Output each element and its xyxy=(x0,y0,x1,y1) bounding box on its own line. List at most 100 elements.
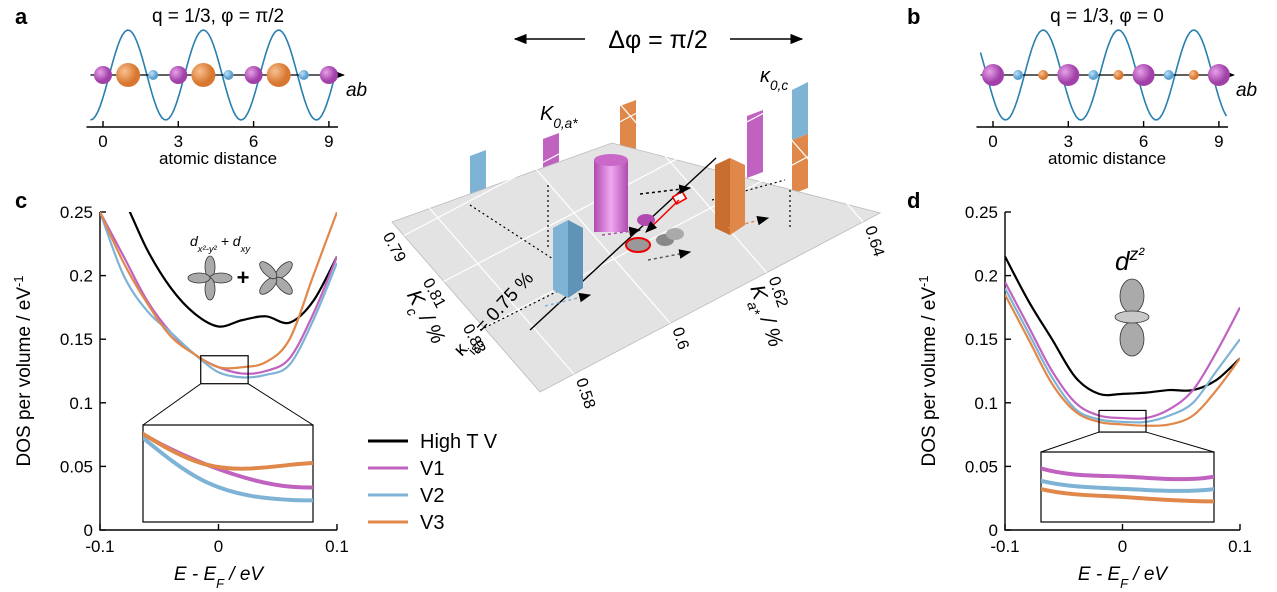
ka-tick-label: 0.64 xyxy=(861,224,887,259)
grid-line xyxy=(403,56,745,237)
axis-name: ab xyxy=(1236,80,1257,101)
arrow xyxy=(645,199,680,233)
projection-bar xyxy=(620,100,636,158)
arrow xyxy=(727,215,770,229)
series-line xyxy=(1041,478,1214,493)
atom xyxy=(169,66,188,84)
x-axis-label: E - EF / eV xyxy=(1078,564,1170,591)
atom xyxy=(266,63,291,87)
atom xyxy=(1057,64,1080,86)
y-tick-label: 0.05 xyxy=(965,457,998,476)
x-axis-label: E - EF / eV xyxy=(174,564,266,591)
series-line xyxy=(100,212,337,370)
marker xyxy=(666,228,684,240)
atom xyxy=(319,66,338,84)
atom xyxy=(244,66,263,84)
grid-line xyxy=(425,203,575,375)
y-tick-label: 0.1 xyxy=(974,394,998,413)
arrow xyxy=(544,292,592,307)
axis-name: ab xyxy=(346,80,367,101)
x-tick-label: 3 xyxy=(1064,132,1073,151)
atom xyxy=(94,66,112,84)
x-axis-label-part: F xyxy=(1120,576,1129,591)
panel-label: b xyxy=(907,4,920,29)
y-axis-label-part: DOS per volume / eV xyxy=(919,287,940,467)
ka-axis-label-part: a* xyxy=(743,300,763,318)
y-axis-label-part: DOS per volume / eV xyxy=(14,287,35,467)
marker xyxy=(637,214,655,226)
x-tick-label: -0.1 xyxy=(990,537,1019,556)
x-axis-label: atomic distance xyxy=(159,149,277,168)
orbital-label-part: d xyxy=(1115,246,1131,276)
k0a-label-part: 0,a* xyxy=(553,116,578,131)
series-line xyxy=(143,435,313,503)
x-tick-label: 6 xyxy=(1139,132,1148,151)
panel-title: q = 1/3, φ = π/2 xyxy=(152,6,284,27)
atom xyxy=(982,64,1004,86)
center-title: Δφ = π/2 xyxy=(608,26,708,54)
ka-tick-label: 0.58 xyxy=(572,376,598,411)
y-axis-label-part: -1 xyxy=(916,275,931,286)
y-axis-label: DOS per volume / eV-1 xyxy=(11,275,36,466)
k0a-label: K0,a* xyxy=(540,103,578,131)
k0c-label-part: 0,c xyxy=(770,78,788,93)
arrow xyxy=(639,184,692,195)
ka-tick-label: 0.6 xyxy=(669,325,692,352)
grid-line xyxy=(618,102,768,274)
cylinder xyxy=(594,160,628,232)
zoom-box xyxy=(1098,409,1147,433)
grid-line xyxy=(483,147,825,328)
zoom-connector xyxy=(142,383,202,426)
y-tick-label: 0.15 xyxy=(965,330,998,349)
wave xyxy=(90,29,338,121)
prism-face xyxy=(715,158,730,235)
zoom-connector xyxy=(247,383,314,426)
y-tick-label: 0.1 xyxy=(69,394,93,413)
orbital-plus: + xyxy=(237,265,250,290)
y-tick-label: 0.25 xyxy=(965,203,998,222)
y-tick-label: 0 xyxy=(84,521,93,540)
atom xyxy=(191,63,216,87)
orbital-label: dx²-y² + dxy xyxy=(190,233,251,255)
y-tick-label: 0.25 xyxy=(60,203,93,222)
x-axis-label-part: E - E xyxy=(1078,564,1121,585)
series-line xyxy=(1005,256,1240,397)
projection-bar xyxy=(792,134,808,194)
atom xyxy=(1207,64,1230,86)
x-tick-label: -0.1 xyxy=(85,537,114,556)
orbital-lobe xyxy=(1119,321,1145,357)
x-tick-label: 0 xyxy=(1118,537,1127,556)
marker xyxy=(625,237,651,253)
legend-label: V1 xyxy=(420,458,444,480)
x-axis-label-part: / eV xyxy=(1128,564,1169,585)
zoom-box xyxy=(200,355,249,385)
x-tick-label: 0.1 xyxy=(325,537,349,556)
atom xyxy=(223,70,234,80)
grid-line xyxy=(714,51,864,223)
panel-title: q = 1/3, φ = 0 xyxy=(1050,6,1164,27)
k0c-label-part: κ xyxy=(760,65,771,87)
x-tick-label: 0 xyxy=(98,132,107,151)
arrow xyxy=(601,226,642,237)
x-tick-label: 0.1 xyxy=(1228,537,1252,556)
y-tick-label: 0.05 xyxy=(60,457,93,476)
x-tick-label: 0 xyxy=(988,132,997,151)
y-tick-label: 0.15 xyxy=(60,330,93,349)
orbital-label-part: x²-y² xyxy=(197,244,218,255)
zoom-connector xyxy=(1145,431,1215,453)
atom xyxy=(1013,70,1024,80)
x-axis-label-part: F xyxy=(216,576,225,591)
legend-label: High T V xyxy=(420,431,498,453)
atom xyxy=(1113,70,1124,80)
plane xyxy=(391,142,882,393)
panel-label: c xyxy=(15,188,27,213)
orbital-label-part: z² xyxy=(1128,244,1145,264)
atom xyxy=(1038,70,1049,80)
series-line xyxy=(143,431,313,471)
orbital-torus xyxy=(1114,310,1150,324)
panel-label: d xyxy=(907,188,920,213)
orbital-label-part: xy xyxy=(240,244,252,255)
series-line xyxy=(1041,487,1214,504)
orbital-label-part: + d xyxy=(217,233,242,249)
